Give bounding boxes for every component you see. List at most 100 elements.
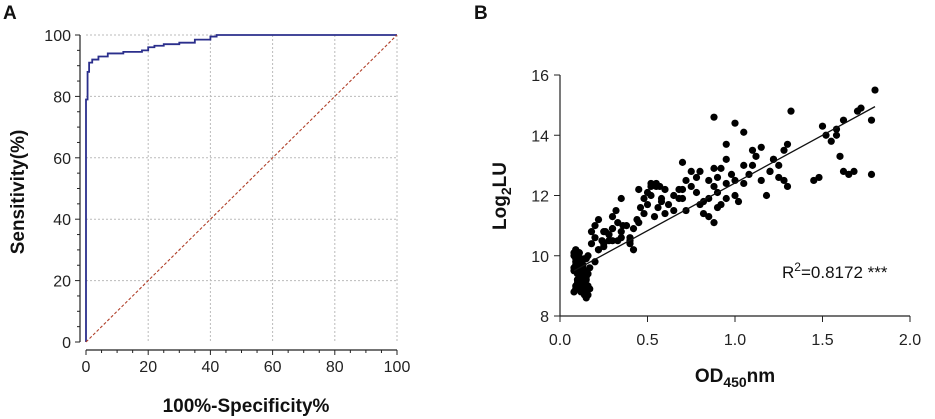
x-tick-label-60: 60 [264,359,282,376]
r2-superscript: 2 [794,260,801,274]
data-point [787,107,795,115]
data-point [687,182,695,191]
data-point [832,131,841,139]
panel-a-x-axis-label: 100%-Specificity% [163,396,330,417]
x-tick-label-0: 0 [82,359,91,376]
y-tick-label-20: 20 [53,274,71,291]
data-point [664,200,673,209]
data-point [656,182,664,191]
x-label-main: OD [695,366,724,387]
data-point [722,155,730,163]
data-point [594,246,603,254]
panel-a-label: A [3,3,17,24]
data-point [822,131,830,139]
data-point [692,188,701,197]
data-point [586,264,594,272]
data-point [845,170,853,179]
data-point [608,237,617,245]
data-point [775,173,783,182]
x-tick-label-20: 20 [139,359,157,376]
data-point [810,176,818,185]
data-point [612,206,620,215]
data-point [619,222,627,230]
data-point [710,113,718,121]
data-point [748,146,757,154]
data-point [717,164,725,172]
panel-a-grid [86,34,398,342]
data-point [722,140,730,148]
data-point [675,194,683,203]
panel-a-ticks: 0 20 40 60 80 100 0 20 40 60 80 100 [44,28,410,376]
data-point [699,209,708,218]
y-tick-label-16: 16 [531,68,549,85]
data-point [740,161,748,169]
data-point [608,225,617,233]
data-point [757,176,765,185]
data-point [640,209,648,218]
data-point [705,176,713,185]
data-point [752,152,760,160]
x-tick-label-80: 80 [326,359,344,376]
panel-a-axes [79,35,397,351]
data-point [591,222,599,230]
data-point [636,203,645,212]
data-point [587,240,596,248]
data-point [678,158,687,166]
data-point [727,170,736,179]
data-point [582,273,590,281]
data-point [584,291,592,299]
data-point [661,209,669,218]
panel-b-r2-annotation: R2=0.8172 *** [782,260,888,282]
y-tick-label-12: 12 [531,189,549,206]
panel-b-points [570,86,879,302]
x-tick-label-0.5: 0.5 [636,332,658,349]
data-point [670,206,678,215]
data-point [579,267,587,275]
panel-a-roc-chart: A 0 20 40 60 80 100 0 20 40 60 80 100 100%-Specific… [3,3,410,417]
data-point [775,161,783,169]
data-point [762,191,771,200]
data-point [575,255,583,263]
data-point [584,252,592,260]
data-point [692,173,701,182]
y-tick-label-80: 80 [53,89,71,106]
data-point [740,128,748,136]
y-tick-label-0: 0 [62,335,71,352]
data-point [591,234,599,242]
data-point [573,249,582,257]
data-point [614,219,622,227]
data-point [635,185,643,194]
panel-b-y-axis-label: Log2LU [490,162,514,230]
data-point [713,203,722,212]
data-point [783,182,792,191]
y-label-sub: 2 [498,187,514,195]
data-point [670,191,678,200]
data-point [780,146,788,154]
data-point [598,237,606,245]
x-label-tail: nm [747,366,776,387]
data-point [661,185,669,194]
data-point [815,173,823,182]
data-point [871,86,879,94]
data-point [731,119,739,127]
data-point [839,167,848,175]
data-point [783,140,792,148]
roc-curve-line [85,34,397,342]
data-point [827,137,835,145]
data-point [587,228,596,236]
data-point [600,228,608,236]
x-tick-label-40: 40 [202,359,220,376]
data-point [740,179,748,188]
x-tick-label-100: 100 [384,359,411,376]
data-point [850,167,858,175]
y-label-main: Log [490,195,511,230]
data-point [734,197,743,206]
y-tick-label-10: 10 [531,249,549,266]
data-point [657,194,666,203]
data-point [577,288,585,296]
r2-suffix: =0.8172 *** [801,263,888,282]
data-point [722,179,730,188]
data-point [710,219,718,227]
data-point [654,203,662,212]
